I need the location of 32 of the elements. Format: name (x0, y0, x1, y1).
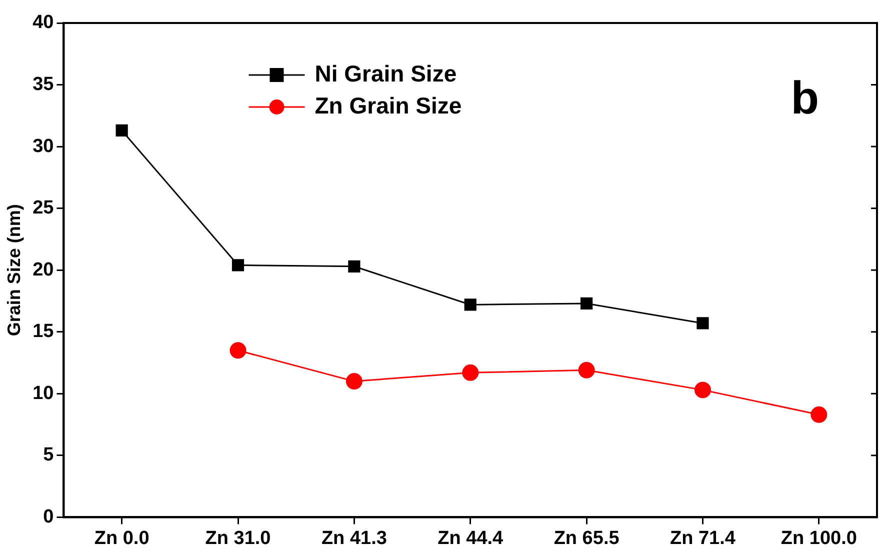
y-tick-label: 35 (32, 74, 54, 96)
y-tick-label: 20 (32, 259, 54, 280)
point (694, 382, 711, 398)
x-tick-label: Zn 44.4 (438, 528, 504, 549)
y-tick-label: 15 (32, 321, 54, 342)
point (464, 298, 476, 311)
x-tick-label: Zn 65.5 (554, 528, 620, 549)
x-tick-label: Zn 0.0 (94, 528, 150, 549)
y-tick-label: 10 (32, 382, 54, 404)
point (230, 342, 246, 359)
point (346, 373, 362, 390)
y-axis-title: Grain Size (nm) (4, 204, 24, 336)
x-tick-label: Zn 71.4 (670, 528, 736, 549)
point (232, 259, 244, 272)
x-tick-label: Zn 100.0 (780, 528, 857, 549)
point (116, 124, 128, 137)
legend-label: Zn Grain Size (314, 92, 462, 118)
point (580, 297, 593, 310)
y-tick-label: 0 (43, 506, 54, 528)
point (578, 362, 595, 378)
point (348, 260, 360, 272)
point (462, 364, 479, 381)
x-tick-label: Zn 31.0 (205, 528, 271, 549)
legend-label: Ni Grain Size (314, 60, 457, 86)
annotation: b (790, 72, 819, 124)
point (696, 317, 709, 330)
point (810, 406, 828, 423)
x-tick-label: Zn 41.3 (321, 528, 387, 549)
y-tick-label: 25 (32, 198, 54, 219)
y-tick-label: 30 (32, 136, 54, 157)
y-tick-label: 40 (32, 12, 54, 34)
y-tick-label: 5 (43, 444, 54, 466)
